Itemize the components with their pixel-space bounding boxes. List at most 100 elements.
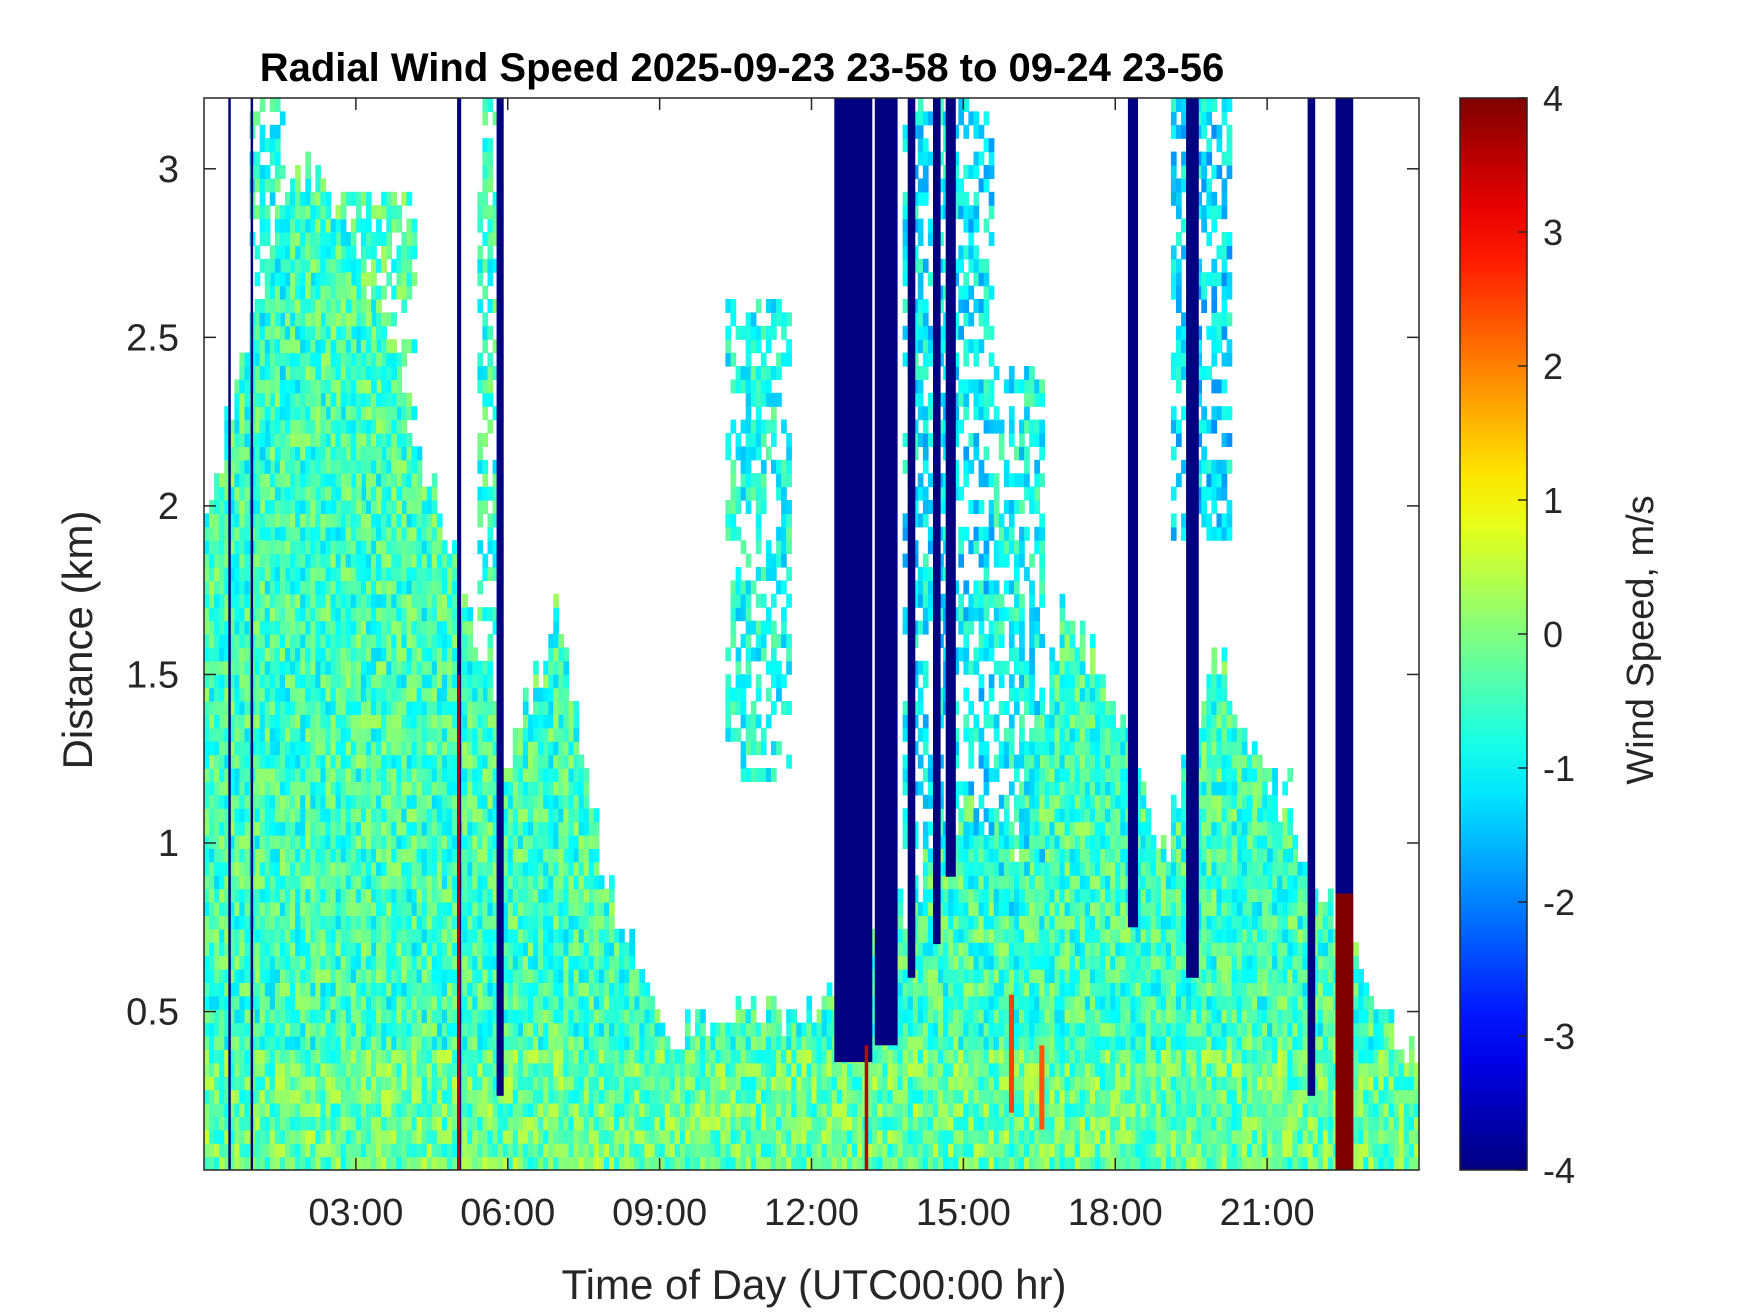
- heatmap-cell: [376, 848, 382, 863]
- heatmap-cell: [700, 1143, 706, 1158]
- heatmap-cell: [315, 1129, 322, 1144]
- heatmap-cell: [583, 794, 590, 809]
- heatmap-cell: [431, 781, 438, 796]
- heatmap-cell: [204, 888, 210, 903]
- heatmap-cell: [710, 1022, 716, 1037]
- heatmap-cell: [254, 593, 261, 608]
- heatmap-cell: [295, 459, 301, 474]
- heatmap-cell: [355, 634, 362, 648]
- heatmap-cell: [366, 500, 372, 514]
- heatmap-cell: [285, 540, 291, 555]
- heatmap-cell: [204, 754, 210, 769]
- heatmap-cell: [315, 674, 322, 689]
- heatmap-cell: [259, 593, 266, 608]
- heatmap-cell: [295, 446, 301, 461]
- heatmap-cell: [330, 701, 337, 715]
- heatmap-cell: [366, 674, 372, 689]
- heatmap-cell: [295, 406, 301, 421]
- heatmap-cell: [310, 446, 316, 461]
- heatmap-cell: [487, 741, 494, 756]
- heatmap-cell: [538, 781, 544, 796]
- heatmap-cell: [381, 513, 387, 528]
- heatmap-cell: [593, 928, 600, 943]
- heatmap-cell: [330, 928, 337, 943]
- heatmap-cell: [209, 1036, 215, 1050]
- heatmap-cell: [366, 486, 372, 501]
- heatmap-cell: [452, 660, 458, 675]
- heatmap-cell: [730, 1089, 737, 1104]
- heatmap-cell: [588, 888, 595, 903]
- heatmap-cell: [644, 1116, 651, 1131]
- heatmap-cell: [300, 714, 306, 729]
- heatmap-cell: [290, 1089, 296, 1104]
- heatmap-cell: [274, 406, 281, 421]
- heatmap-cell: [791, 1036, 797, 1050]
- heatmap-cell: [391, 1036, 397, 1050]
- heatmap-cell: [274, 1036, 281, 1050]
- heatmap-cell: [533, 902, 539, 916]
- heatmap-cell: [345, 1129, 352, 1144]
- heatmap-cell: [431, 1036, 438, 1050]
- heatmap-cell: [204, 593, 210, 608]
- heatmap-cell: [355, 928, 362, 943]
- heatmap-cell: [492, 1036, 499, 1050]
- heatmap-cell: [857, 1103, 863, 1117]
- heatmap-cell: [335, 835, 342, 849]
- heatmap-cell: [406, 1089, 413, 1104]
- heatmap-cell: [229, 821, 235, 836]
- heatmap-cell: [426, 1062, 433, 1077]
- heatmap-cell: [507, 768, 514, 782]
- heatmap-cell: [274, 754, 281, 769]
- heatmap-cell: [897, 902, 904, 916]
- heatmap-cell: [654, 1049, 661, 1064]
- heatmap-cell: [669, 1049, 676, 1064]
- heatmap-cell: [219, 861, 225, 876]
- heatmap-cell: [462, 701, 468, 715]
- heatmap-cell: [320, 821, 327, 836]
- heatmap-cell: [669, 1156, 676, 1170]
- heatmap-cell: [259, 955, 266, 970]
- heatmap-cell: [264, 285, 271, 300]
- heatmap-cell: [421, 634, 428, 648]
- heatmap-cell: [254, 647, 261, 662]
- heatmap-cell: [290, 339, 296, 354]
- heatmap-cell: [426, 848, 433, 863]
- heatmap-cell: [619, 1062, 625, 1077]
- heatmap-cell: [411, 674, 418, 689]
- heatmap-cell: [867, 1076, 873, 1091]
- heatmap-cell: [902, 1116, 909, 1131]
- heatmap-cell: [588, 982, 595, 997]
- heatmap-cell: [558, 660, 565, 675]
- heatmap-cell: [310, 835, 316, 849]
- heatmap-cell: [219, 647, 225, 662]
- heatmap-cell: [285, 272, 291, 287]
- heatmap-cell: [264, 607, 271, 622]
- heatmap-cell: [396, 768, 403, 782]
- heatmap-cell: [897, 1076, 904, 1091]
- heatmap-cell: [558, 942, 565, 957]
- heatmap-cell: [477, 1143, 484, 1158]
- heatmap-cell: [654, 1036, 661, 1050]
- heatmap-cell: [801, 1116, 808, 1131]
- heatmap-cell: [295, 754, 301, 769]
- heatmap-cell: [416, 848, 423, 863]
- heatmap-cell: [816, 1116, 823, 1131]
- heatmap-cell: [507, 969, 514, 983]
- heatmap-cell: [214, 835, 220, 849]
- heatmap-cell: [279, 634, 286, 648]
- heatmap-cell: [846, 1156, 853, 1170]
- heatmap-cell: [791, 1009, 797, 1024]
- heatmap-cell: [467, 875, 473, 890]
- heatmap-cell: [411, 580, 418, 595]
- heatmap-cell: [522, 955, 529, 970]
- heatmap-cell: [406, 995, 413, 1010]
- heatmap-cell: [234, 888, 241, 903]
- heatmap-cell: [720, 1129, 727, 1144]
- heatmap-cell: [441, 727, 448, 742]
- heatmap-cell: [290, 580, 296, 595]
- heatmap-cell: [320, 768, 327, 782]
- heatmap-cell: [335, 821, 342, 836]
- heatmap-cell: [290, 540, 296, 555]
- heatmap-cell: [401, 969, 408, 983]
- heatmap-cell: [492, 928, 499, 943]
